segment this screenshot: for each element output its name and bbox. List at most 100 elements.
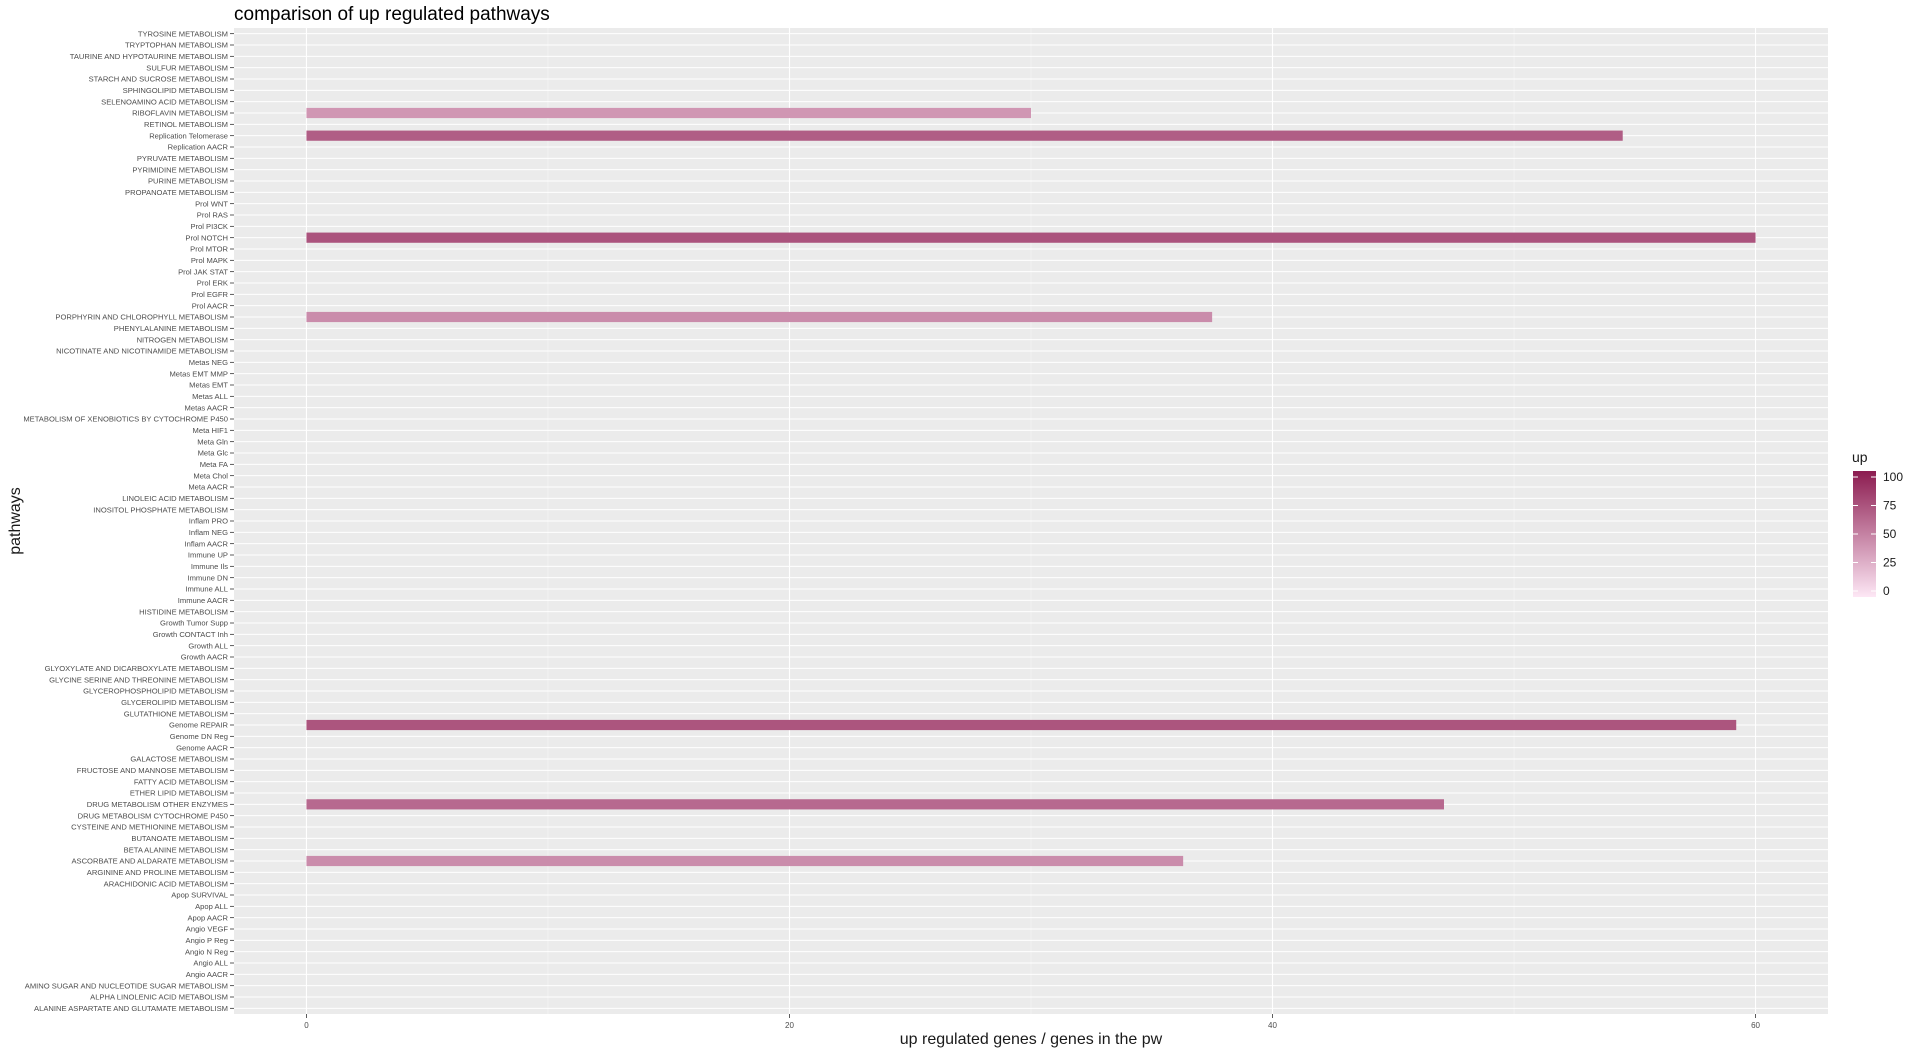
y-tick-label: ALANINE ASPARTATE AND GLUTAMATE METABOLI… (34, 1004, 228, 1013)
y-tick-label: Replication AACR (168, 143, 229, 152)
bar (306, 232, 1756, 243)
x-axis-title: up regulated genes / genes in the pw (900, 1031, 1163, 1048)
y-tick-label: SULFUR METABOLISM (146, 63, 228, 72)
y-tick-label: Growth Tumor Supp (160, 619, 228, 628)
y-tick-label: TRYPTOPHAN METABOLISM (125, 41, 228, 50)
y-tick-label: Metas EMT MMP (169, 369, 228, 378)
y-tick-label: ARACHIDONIC ACID METABOLISM (104, 879, 228, 888)
y-tick-label: ASCORBATE AND ALDARATE METABOLISM (71, 857, 228, 866)
y-tick-label: Meta Gln (197, 437, 228, 446)
y-tick-label: Inflam AACR (185, 539, 229, 548)
y-tick-label: Growth AACR (181, 653, 229, 662)
grid-lines (234, 28, 1828, 1014)
y-tick-label: Meta HIF1 (193, 426, 228, 435)
y-tick-label: SELENOAMINO ACID METABOLISM (101, 97, 228, 106)
x-tick-label: 20 (785, 1021, 794, 1030)
y-tick-label: ALPHA LINOLENIC ACID METABOLISM (90, 993, 228, 1002)
y-tick-label: Prol PI3CK (190, 222, 228, 231)
y-tick-label: ARGININE AND PROLINE METABOLISM (87, 868, 228, 877)
y-tick-label: Prol AACR (192, 301, 229, 310)
y-tick-label: NICOTINATE AND NICOTINAMIDE METABOLISM (56, 347, 228, 356)
bar (306, 855, 1184, 867)
y-tick-label: METABOLISM OF XENOBIOTICS BY CYTOCHROME … (23, 415, 228, 424)
y-tick-label: GLYCEROLIPID METABOLISM (121, 698, 228, 707)
y-tick-label: PYRUVATE METABOLISM (137, 154, 228, 163)
x-tick-label: 40 (1268, 1021, 1277, 1030)
y-tick-label: Immune Ils (191, 562, 228, 571)
x-tick-label: 60 (1751, 1021, 1760, 1030)
y-tick-label: Growth CONTACT Inh (153, 630, 228, 639)
y-tick-label: Prol WNT (195, 199, 228, 208)
y-tick-label: Genome DN Reg (170, 732, 228, 741)
legend-label: 50 (1883, 527, 1897, 541)
y-tick-label: FATTY ACID METABOLISM (134, 777, 228, 786)
y-tick-label: BETA ALANINE METABOLISM (124, 845, 228, 854)
y-tick-label: AMINO SUGAR AND NUCLEOTIDE SUGAR METABOL… (25, 981, 228, 990)
y-tick-label: HISTIDINE METABOLISM (139, 607, 228, 616)
y-tick-label: Angio ALL (193, 959, 228, 968)
y-tick-label: Angio N Reg (185, 947, 228, 956)
bar (306, 799, 1444, 810)
y-tick-label: Prol ERK (197, 279, 228, 288)
y-tick-label: Apop ALL (195, 902, 228, 911)
y-tick-label: Prol RAS (197, 211, 228, 220)
y-tick-label: RIBOFLAVIN METABOLISM (132, 109, 228, 118)
y-tick-label: Meta AACR (188, 483, 228, 492)
x-axis-ticks: 0 20 40 60 (304, 1014, 1761, 1030)
y-tick-label: Replication Telomerase (149, 131, 228, 140)
bar (306, 130, 1623, 141)
y-tick-label: Prol EGFR (191, 290, 228, 299)
y-tick-label: Immune UP (188, 551, 228, 560)
y-tick-label: PHENYLALANINE METABOLISM (114, 324, 228, 333)
y-tick-label: Apop AACR (187, 913, 228, 922)
y-tick-label: CYSTEINE AND METHIONINE METABOLISM (71, 823, 228, 832)
y-axis-ticks: ALANINE ASPARTATE AND GLUTAMATE METABOLI… (23, 29, 234, 1013)
y-tick-label: Prol MTOR (190, 245, 228, 254)
y-tick-label: BUTANOATE METABOLISM (131, 834, 228, 843)
y-tick-label: TAURINE AND HYPOTAURINE METABOLISM (70, 52, 228, 61)
legend-label: 25 (1883, 556, 1897, 570)
y-tick-label: Angio P Reg (186, 936, 229, 945)
y-tick-label: Genome AACR (176, 743, 228, 752)
y-tick-label: TYROSINE METABOLISM (138, 29, 228, 38)
y-tick-label: Metas ALL (192, 392, 228, 401)
bar (306, 311, 1213, 323)
y-tick-label: Angio VEGF (186, 925, 229, 934)
y-tick-label: INOSITOL PHOSPHATE METABOLISM (93, 505, 228, 514)
y-tick-label: GLYCINE SERINE AND THREONINE METABOLISM (49, 675, 228, 684)
bar (306, 719, 1737, 731)
legend-label: 75 (1883, 499, 1897, 513)
y-tick-label: Apop SURVIVAL (171, 891, 228, 900)
y-tick-label: Immune DN (187, 573, 228, 582)
y-tick-label: Prol NOTCH (185, 233, 228, 242)
y-tick-label: PORPHYRIN AND CHLOROPHYLL METABOLISM (55, 313, 228, 322)
y-tick-label: Metas AACR (185, 403, 229, 412)
y-tick-label: SPHINGOLIPID METABOLISM (123, 86, 228, 95)
y-tick-label: NITROGEN METABOLISM (137, 335, 228, 344)
y-tick-label: PROPANOATE METABOLISM (125, 188, 228, 197)
legend-title: up (1852, 449, 1868, 465)
legend: up 100 75 50 25 0 (1852, 449, 1903, 598)
y-tick-label: Immune AACR (178, 596, 229, 605)
y-tick-label: Inflam NEG (189, 528, 228, 537)
x-tick-label: 0 (304, 1021, 309, 1030)
y-tick-label: Growth ALL (188, 641, 228, 650)
legend-colorbar (1853, 471, 1876, 597)
y-tick-label: STARCH AND SUCROSE METABOLISM (89, 75, 228, 84)
y-tick-label: GLYOXYLATE AND DICARBOXYLATE METABOLISM (45, 664, 228, 673)
y-tick-label: Meta Glc (198, 449, 229, 458)
y-tick-label: DRUG METABOLISM OTHER ENZYMES (87, 800, 228, 809)
y-tick-label: PYRIMIDINE METABOLISM (132, 165, 228, 174)
y-tick-label: Genome REPAIR (169, 721, 228, 730)
y-tick-label: GALACTOSE METABOLISM (130, 755, 228, 764)
y-tick-label: Prol MAPK (191, 256, 228, 265)
y-axis-title: pathways (7, 487, 24, 555)
y-tick-label: RETINOL METABOLISM (144, 120, 228, 129)
y-tick-label: Meta FA (200, 460, 229, 469)
y-tick-label: Metas NEG (189, 358, 228, 367)
y-tick-label: GLYCEROPHOSPHOLIPID METABOLISM (83, 687, 228, 696)
y-tick-label: ETHER LIPID METABOLISM (130, 789, 228, 798)
y-tick-label: DRUG METABOLISM CYTOCHROME P450 (78, 811, 228, 820)
y-tick-label: Inflam PRO (189, 517, 228, 526)
